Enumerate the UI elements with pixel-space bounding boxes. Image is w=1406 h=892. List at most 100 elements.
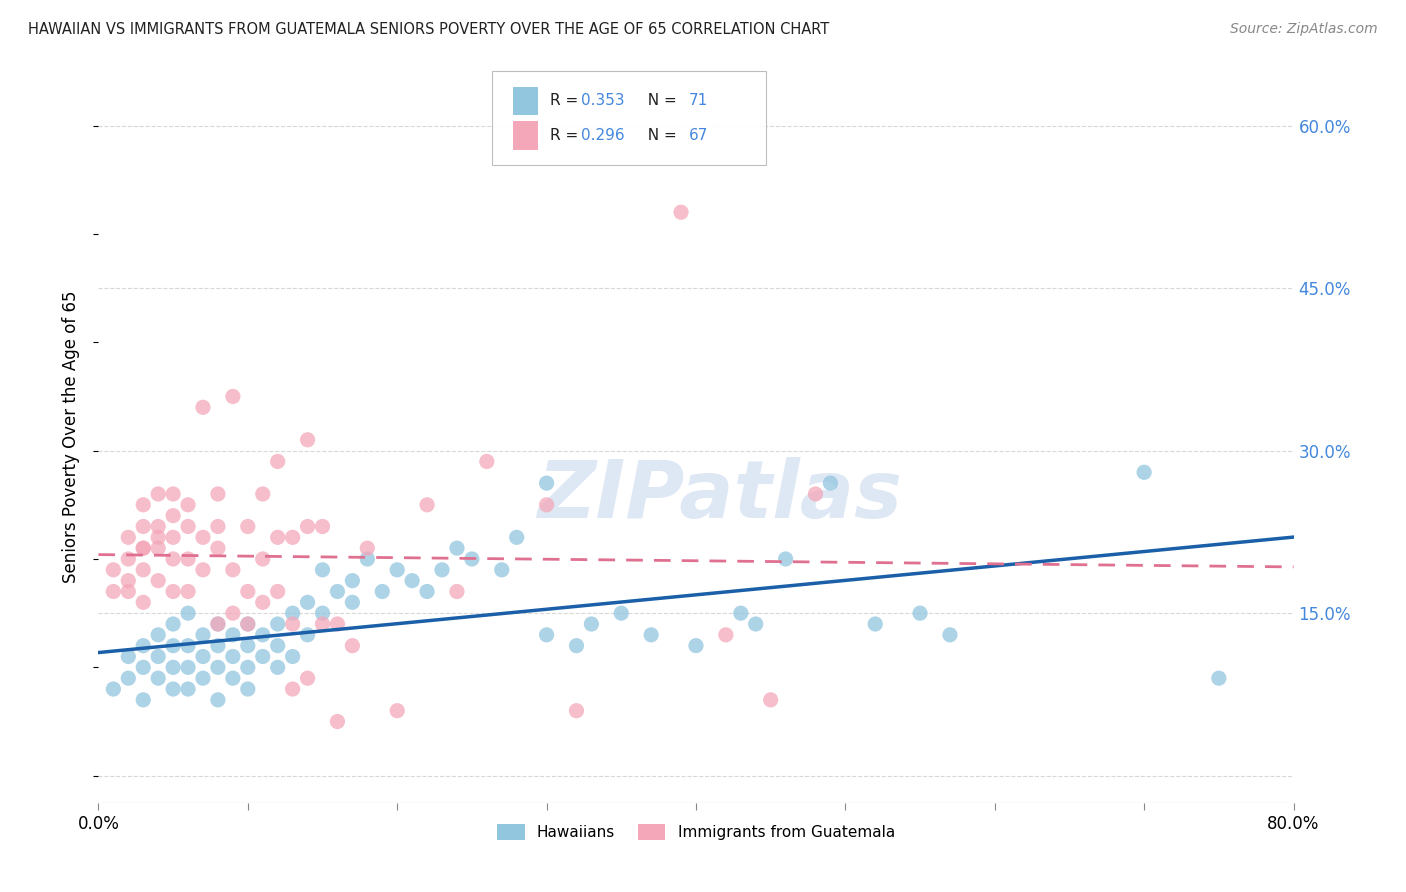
Point bbox=[342, 639, 364, 653]
Point bbox=[267, 660, 290, 674]
Point bbox=[311, 519, 333, 533]
Point bbox=[281, 606, 304, 620]
Point bbox=[581, 617, 603, 632]
Point bbox=[177, 681, 200, 696]
Point bbox=[267, 617, 290, 632]
Point bbox=[132, 595, 155, 609]
Point bbox=[162, 681, 184, 696]
Point bbox=[461, 552, 484, 566]
Point bbox=[207, 617, 229, 632]
Legend: Hawaiians, Immigrants from Guatemala: Hawaiians, Immigrants from Guatemala bbox=[491, 818, 901, 847]
Point bbox=[297, 671, 319, 685]
Point bbox=[326, 584, 349, 599]
Point bbox=[326, 714, 349, 729]
Point bbox=[1133, 465, 1156, 479]
Point bbox=[162, 617, 184, 632]
Point bbox=[565, 704, 588, 718]
Point bbox=[222, 671, 245, 685]
Point bbox=[191, 671, 214, 685]
Point bbox=[207, 639, 229, 653]
Text: 0.296: 0.296 bbox=[581, 128, 624, 143]
Point bbox=[148, 530, 170, 544]
Point bbox=[162, 660, 184, 674]
Point bbox=[475, 454, 498, 468]
Text: Source: ZipAtlas.com: Source: ZipAtlas.com bbox=[1230, 22, 1378, 37]
Point bbox=[148, 574, 170, 588]
Point bbox=[939, 628, 962, 642]
Point bbox=[610, 606, 633, 620]
Point bbox=[148, 628, 170, 642]
Point bbox=[117, 530, 139, 544]
Point bbox=[236, 617, 259, 632]
Point bbox=[236, 519, 259, 533]
Text: 0.353: 0.353 bbox=[581, 94, 624, 108]
Point bbox=[775, 552, 797, 566]
Point bbox=[162, 530, 184, 544]
Point bbox=[148, 671, 170, 685]
Point bbox=[117, 552, 139, 566]
Point bbox=[252, 552, 274, 566]
Point bbox=[908, 606, 931, 620]
Point bbox=[356, 541, 378, 556]
Point bbox=[385, 563, 409, 577]
Point bbox=[222, 649, 245, 664]
Point bbox=[804, 487, 827, 501]
Point bbox=[117, 649, 139, 664]
Point bbox=[297, 595, 319, 609]
Point bbox=[191, 628, 214, 642]
Point bbox=[326, 617, 349, 632]
Point bbox=[281, 530, 304, 544]
Point bbox=[177, 639, 200, 653]
Point bbox=[162, 552, 184, 566]
Point bbox=[236, 660, 259, 674]
Point bbox=[311, 617, 333, 632]
Point bbox=[132, 498, 155, 512]
Point bbox=[385, 704, 409, 718]
Text: R =: R = bbox=[550, 128, 583, 143]
Point bbox=[207, 693, 229, 707]
Point bbox=[236, 584, 259, 599]
Point bbox=[640, 628, 662, 642]
Point bbox=[117, 584, 139, 599]
Point bbox=[356, 552, 378, 566]
Point bbox=[281, 681, 304, 696]
Point bbox=[117, 574, 139, 588]
Point bbox=[297, 628, 319, 642]
Point bbox=[565, 639, 588, 653]
Point bbox=[207, 487, 229, 501]
Point bbox=[342, 595, 364, 609]
Text: N =: N = bbox=[638, 128, 682, 143]
Point bbox=[416, 584, 439, 599]
Point bbox=[430, 563, 453, 577]
Point bbox=[132, 639, 155, 653]
Point bbox=[177, 584, 200, 599]
Point bbox=[1208, 671, 1230, 685]
Point bbox=[669, 205, 692, 219]
Point bbox=[297, 433, 319, 447]
Point bbox=[177, 606, 200, 620]
Point bbox=[148, 541, 170, 556]
Point bbox=[491, 563, 513, 577]
Point bbox=[148, 487, 170, 501]
Point bbox=[222, 389, 245, 403]
Point bbox=[236, 681, 259, 696]
Point bbox=[446, 541, 468, 556]
Point bbox=[207, 660, 229, 674]
Point bbox=[401, 574, 423, 588]
Point bbox=[207, 541, 229, 556]
Point bbox=[207, 617, 229, 632]
Point bbox=[148, 519, 170, 533]
Point bbox=[191, 530, 214, 544]
Point bbox=[297, 519, 319, 533]
Point bbox=[148, 649, 170, 664]
Point bbox=[132, 519, 155, 533]
Point bbox=[281, 617, 304, 632]
Point bbox=[714, 628, 737, 642]
Point bbox=[252, 487, 274, 501]
Point bbox=[103, 681, 125, 696]
Point bbox=[177, 552, 200, 566]
Point bbox=[191, 563, 214, 577]
Point bbox=[236, 617, 259, 632]
Point bbox=[311, 606, 333, 620]
Point bbox=[177, 498, 200, 512]
